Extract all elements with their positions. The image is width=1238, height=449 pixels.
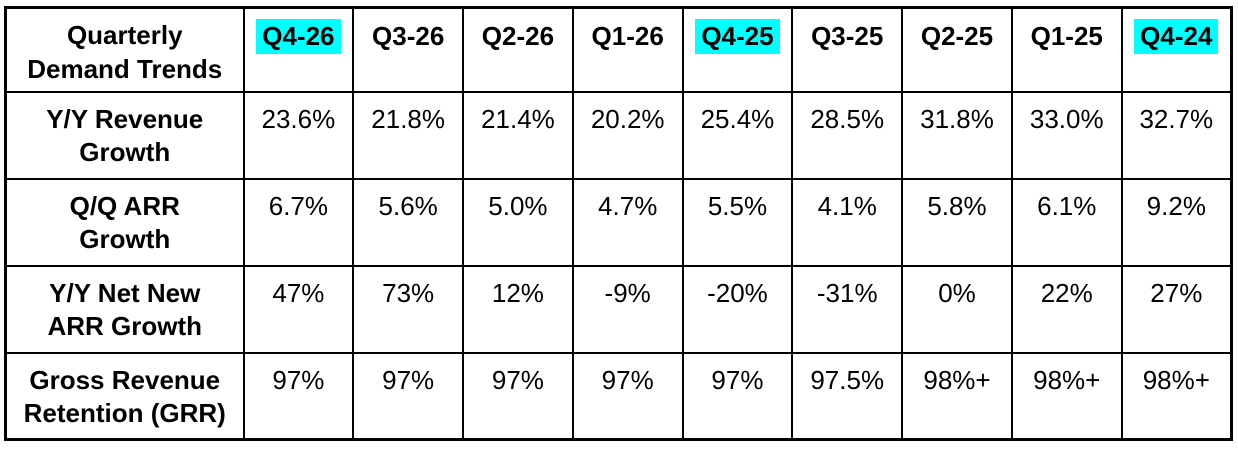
data-cell: 98%+ [1010, 351, 1123, 441]
table-title: Quarterly Demand Trends [4, 6, 245, 93]
data-cell: 98%+ [1120, 351, 1233, 441]
header-cell-q4-25: Q4-25 [681, 6, 794, 93]
row-label-gross-revenue-retention: Gross Revenue Retention (GRR) [4, 351, 245, 441]
quarter-label-q4-25: Q4-25 [695, 19, 780, 54]
header-cell-q3-26: Q3-26 [352, 6, 465, 93]
data-cell: 47% [242, 264, 355, 354]
quarter-label-q4-26: Q4-26 [256, 19, 341, 54]
data-cell: 20.2% [571, 90, 684, 180]
header-cell-q4-24: Q4-24 [1120, 6, 1233, 93]
data-cell: -20% [681, 264, 794, 354]
table-header: Quarterly Demand Trends Q4-26 Q3-26 Q2-2… [4, 6, 1233, 93]
data-cell: 27% [1120, 264, 1233, 354]
table-row-yy-revenue-growth: Y/Y Revenue Growth 23.6% 21.8% 21.4% 20.… [4, 90, 1233, 180]
quarter-label-q2-25: Q2-25 [920, 21, 994, 51]
data-cell: 33.0% [1010, 90, 1123, 180]
data-cell: 97% [681, 351, 794, 441]
data-cell: 22% [1010, 264, 1123, 354]
data-cell: 21.4% [462, 90, 574, 180]
data-cell: 4.7% [571, 177, 684, 267]
quarter-label-q3-25: Q3-25 [811, 21, 884, 51]
data-cell: 98%+ [901, 351, 1013, 441]
table-row-qq-arr-growth: Q/Q ARR Growth 6.7% 5.6% 5.0% 4.7% 5.5% … [4, 177, 1233, 267]
header-cell-q4-26: Q4-26 [242, 6, 355, 93]
row-label-yy-net-new-arr-growth: Y/Y Net New ARR Growth [4, 264, 245, 354]
row-label-qq-arr-growth: Q/Q ARR Growth [4, 177, 245, 267]
header-cell-q1-26: Q1-26 [571, 6, 684, 93]
data-cell: -9% [571, 264, 684, 354]
data-cell: 9.2% [1120, 177, 1233, 267]
header-row: Quarterly Demand Trends Q4-26 Q3-26 Q2-2… [4, 6, 1233, 93]
quarter-label-q1-25: Q1-25 [1030, 21, 1103, 51]
data-cell: 12% [462, 264, 574, 354]
data-cell: 6.1% [1010, 177, 1123, 267]
data-cell: 21.8% [352, 90, 465, 180]
data-cell: 25.4% [681, 90, 794, 180]
header-cell-q2-26: Q2-26 [462, 6, 574, 93]
data-cell: -31% [791, 264, 904, 354]
table-row-gross-revenue-retention: Gross Revenue Retention (GRR) 97% 97% 97… [4, 351, 1233, 441]
data-cell: 31.8% [901, 90, 1013, 180]
data-cell: 28.5% [791, 90, 904, 180]
data-cell: 97% [352, 351, 465, 441]
data-cell: 97% [242, 351, 355, 441]
quarterly-demand-trends-table: Quarterly Demand Trends Q4-26 Q3-26 Q2-2… [4, 6, 1233, 441]
header-cell-q3-25: Q3-25 [791, 6, 904, 93]
data-cell: 23.6% [242, 90, 355, 180]
data-cell: 0% [901, 264, 1013, 354]
data-cell: 73% [352, 264, 465, 354]
data-cell: 5.0% [462, 177, 574, 267]
data-cell: 5.8% [901, 177, 1013, 267]
table-row-yy-net-new-arr-growth: Y/Y Net New ARR Growth 47% 73% 12% -9% -… [4, 264, 1233, 354]
data-cell: 6.7% [242, 177, 355, 267]
data-cell: 4.1% [791, 177, 904, 267]
data-cell: 97% [571, 351, 684, 441]
data-cell: 97% [462, 351, 574, 441]
row-label-yy-revenue-growth: Y/Y Revenue Growth [4, 90, 245, 180]
quarter-label-q3-26: Q3-26 [372, 21, 445, 51]
header-cell-q2-25: Q2-25 [901, 6, 1013, 93]
table-body: Y/Y Revenue Growth 23.6% 21.8% 21.4% 20.… [4, 90, 1233, 441]
data-cell: 5.5% [681, 177, 794, 267]
quarter-label-q1-26: Q1-26 [591, 21, 664, 51]
header-cell-q1-25: Q1-25 [1010, 6, 1123, 93]
quarter-label-q4-24: Q4-24 [1134, 19, 1219, 54]
data-cell: 32.7% [1120, 90, 1233, 180]
data-cell: 97.5% [791, 351, 904, 441]
quarter-label-q2-26: Q2-26 [481, 21, 555, 51]
data-cell: 5.6% [352, 177, 465, 267]
